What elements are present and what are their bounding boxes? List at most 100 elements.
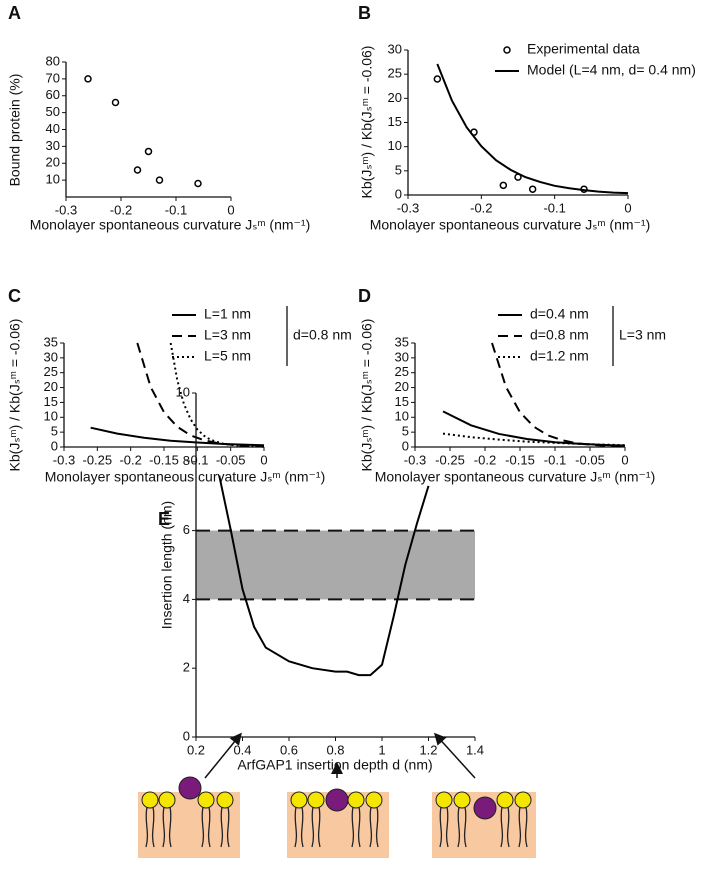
y-tick-label: 2 [183, 660, 190, 675]
x-tick-label: -0.05 [575, 452, 605, 467]
y-tick-label: 30 [395, 349, 409, 364]
legend-label: d=0.8 nm [530, 327, 589, 343]
x-tick-label: -0.15 [505, 452, 535, 467]
legend-note: L=3 nm [619, 327, 666, 343]
y-tick-label: 70 [46, 70, 60, 85]
legend-label: Model (L=4 nm, d= 0.4 nm) [527, 62, 696, 78]
legend-label: L=1 nm [204, 306, 251, 322]
x-tick-label: -0.15 [149, 452, 179, 467]
y-tick-label: 80 [46, 53, 60, 68]
y-tick-label: 20 [388, 90, 402, 105]
y-tick-label: 10 [176, 384, 190, 399]
x-tick-label: 0 [227, 202, 234, 217]
line [169, 342, 265, 448]
line [442, 410, 626, 447]
x-tick-label: 0.2 [187, 742, 205, 757]
y-tick-label: 25 [395, 364, 409, 379]
x-axis-label: Monolayer spontaneous curvature Jₛᵐ (nm⁻… [30, 217, 311, 233]
x-tick-label: -0.05 [216, 452, 246, 467]
y-tick-label: 4 [183, 591, 190, 606]
y-tick-label: 30 [44, 349, 58, 364]
y-tick-label: 0 [402, 438, 409, 453]
membrane-middle [287, 788, 389, 858]
y-tick-label: 10 [395, 409, 409, 424]
x-tick-label: 0 [621, 452, 628, 467]
legend-note: d=0.8 nm [293, 327, 352, 343]
x-tick-label: -0.2 [474, 452, 496, 467]
arrow [433, 732, 476, 779]
y-tick-label: 10 [44, 409, 58, 424]
x-tick-label: 0 [260, 452, 267, 467]
data-point [111, 98, 120, 107]
x-tick-label: -0.1 [544, 452, 566, 467]
line [436, 63, 629, 195]
line [90, 426, 265, 447]
y-tick-label: 40 [46, 121, 60, 136]
x-tick-label: 1 [378, 742, 385, 757]
y-tick-label: 10 [388, 138, 402, 153]
x-tick-label: 0.4 [233, 742, 251, 757]
x-tick-label: -0.25 [435, 452, 465, 467]
y-tick-label: 5 [395, 162, 402, 177]
y-tick-label: 30 [46, 138, 60, 153]
y-tick-label: 5 [51, 424, 58, 439]
panel-label: D [358, 286, 371, 306]
x-tick-label: -0.1 [543, 200, 565, 215]
membrane-shallow [138, 776, 240, 858]
data-point [144, 147, 153, 156]
y-tick-label: 35 [44, 334, 58, 349]
data-point [194, 179, 202, 188]
y-tick-label: 35 [395, 334, 409, 349]
legend-label: L=5 nm [204, 348, 251, 364]
data-point [155, 176, 164, 184]
y-axis-label: Kb(Jₛᵐ) / Kb(Jₛᵐ = -0.06) [7, 319, 23, 472]
y-tick-label: 15 [395, 394, 409, 409]
x-tick-label: 0 [624, 200, 631, 215]
y-axis-label: Kb(Jₛᵐ) / Kb(Jₛᵐ = -0.06) [359, 319, 375, 472]
legend-marker [503, 46, 511, 54]
legend-label: Experimental data [527, 41, 640, 57]
x-tick-label: -0.25 [83, 452, 113, 467]
y-tick-label: 20 [44, 379, 58, 394]
panel-label: B [358, 3, 371, 23]
line [442, 432, 626, 447]
x-tick-label: -0.3 [55, 202, 77, 217]
y-tick-label: 20 [395, 379, 409, 394]
x-tick-label: -0.2 [119, 452, 141, 467]
y-tick-label: 6 [183, 522, 190, 537]
x-axis-label: Monolayer spontaneous curvature Jₛᵐ (nm⁻… [45, 469, 326, 485]
x-axis-label: Monolayer spontaneous curvature Jₛᵐ (nm⁻… [375, 469, 656, 485]
x-tick-label: -0.1 [186, 452, 208, 467]
y-tick-label: 60 [46, 87, 60, 102]
y-tick-label: 20 [46, 155, 60, 170]
arrow [204, 732, 242, 779]
data-point [499, 181, 508, 190]
y-tick-label: 0 [183, 728, 190, 743]
y-axis-label: Kb(Jₛᵐ) / Kb(Jₛᵐ = -0.06) [359, 46, 375, 199]
x-tick-label: -0.2 [110, 202, 132, 217]
legend-label: d=0.4 nm [530, 306, 589, 322]
x-tick-label: -0.3 [404, 452, 426, 467]
x-tick-label: -0.2 [470, 200, 492, 215]
x-axis-label: ArfGAP1 insertion depth d (nm) [237, 757, 432, 773]
y-tick-label: 5 [402, 424, 409, 439]
panel-label: E [158, 509, 170, 529]
x-tick-label: 0.8 [326, 742, 344, 757]
legend-label: d=1.2 nm [530, 348, 589, 364]
y-tick-label: 8 [183, 453, 190, 468]
membrane-deep [432, 791, 536, 858]
x-tick-label: 0.6 [280, 742, 298, 757]
y-tick-label: 50 [46, 104, 60, 119]
y-axis-label: Bound protein (%) [7, 74, 23, 187]
y-tick-label: 30 [388, 41, 402, 56]
data-point [84, 75, 92, 83]
data-point [133, 166, 142, 174]
x-tick-label: -0.3 [53, 452, 75, 467]
panel-label: C [8, 286, 21, 306]
x-axis-label: Monolayer spontaneous curvature Jₛᵐ (nm⁻… [370, 217, 651, 233]
x-tick-label: -0.1 [165, 202, 187, 217]
line [136, 342, 265, 448]
x-tick-label: 1.4 [466, 742, 484, 757]
line [491, 342, 626, 448]
